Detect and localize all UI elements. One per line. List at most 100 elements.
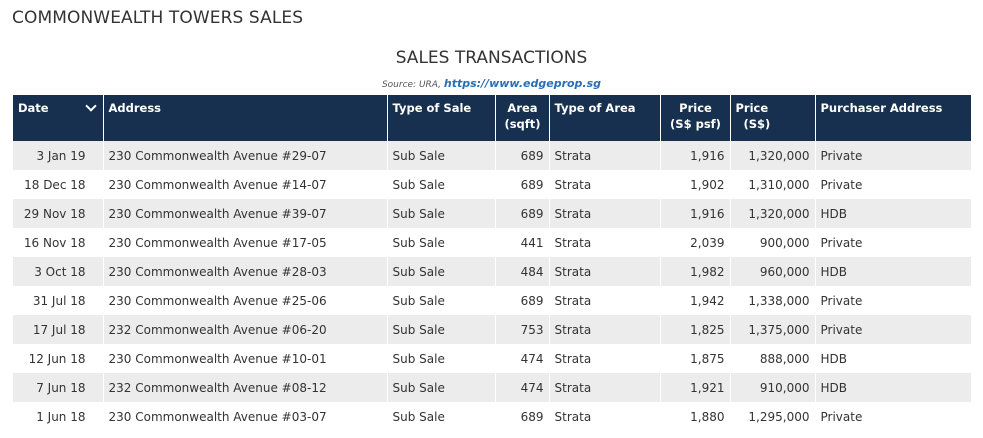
cell-price-psf: 1,825 bbox=[660, 315, 731, 344]
cell-type-of-area: Strata bbox=[549, 141, 661, 170]
cell-date: 18 Dec 18 bbox=[13, 170, 104, 199]
cell-date: 3 Oct 18 bbox=[13, 257, 104, 286]
cell-type-of-sale: Sub Sale bbox=[387, 141, 496, 170]
cell-type-of-sale: Sub Sale bbox=[387, 402, 496, 431]
cell-area: 689 bbox=[495, 286, 550, 315]
cell-price: 910,000 bbox=[730, 373, 816, 402]
column-header-price-line2: (S$) bbox=[743, 117, 771, 131]
column-header-address[interactable]: Address bbox=[103, 95, 388, 141]
cell-date: 3 Jan 19 bbox=[13, 141, 104, 170]
cell-address: 230 Commonwealth Avenue #03-07 bbox=[103, 402, 388, 431]
table-row: 7 Jun 18 232 Commonwealth Avenue #08-12 … bbox=[13, 373, 971, 402]
cell-address: 230 Commonwealth Avenue #10-01 bbox=[103, 344, 388, 373]
cell-area: 689 bbox=[495, 199, 550, 228]
table-header-row: Date Address Type of Sale Area (sqft) Ty… bbox=[13, 95, 971, 141]
cell-address: 232 Commonwealth Avenue #06-20 bbox=[103, 315, 388, 344]
cell-address: 232 Commonwealth Avenue #08-12 bbox=[103, 373, 388, 402]
cell-address: 230 Commonwealth Avenue #39-07 bbox=[103, 199, 388, 228]
cell-address: 230 Commonwealth Avenue #25-06 bbox=[103, 286, 388, 315]
cell-price-psf: 1,982 bbox=[660, 257, 731, 286]
cell-purchaser: Private bbox=[815, 286, 971, 315]
cell-price-psf: 1,880 bbox=[660, 402, 731, 431]
table-row: 12 Jun 18 230 Commonwealth Avenue #10-01… bbox=[13, 344, 971, 373]
cell-date: 17 Jul 18 bbox=[13, 315, 104, 344]
cell-date: 1 Jun 18 bbox=[13, 402, 104, 431]
table-row: 29 Nov 18 230 Commonwealth Avenue #39-07… bbox=[13, 199, 971, 228]
cell-area: 753 bbox=[495, 315, 550, 344]
table-row: 3 Jan 19 230 Commonwealth Avenue #29-07 … bbox=[13, 141, 971, 170]
cell-type-of-sale: Sub Sale bbox=[387, 199, 496, 228]
cell-area: 474 bbox=[495, 344, 550, 373]
cell-type-of-area: Strata bbox=[549, 170, 661, 199]
table-row: 31 Jul 18 230 Commonwealth Avenue #25-06… bbox=[13, 286, 971, 315]
cell-address: 230 Commonwealth Avenue #29-07 bbox=[103, 141, 388, 170]
cell-price: 900,000 bbox=[730, 228, 816, 257]
column-header-price-psf-line1: Price bbox=[679, 101, 712, 115]
page-title: COMMONWEALTH TOWERS SALES bbox=[12, 8, 304, 28]
cell-type-of-sale: Sub Sale bbox=[387, 170, 496, 199]
column-header-price-psf-line2: (S$ psf) bbox=[670, 117, 721, 131]
column-header-price-line1: Price bbox=[735, 101, 769, 115]
cell-purchaser: HDB bbox=[815, 199, 971, 228]
cell-type-of-sale: Sub Sale bbox=[387, 373, 496, 402]
cell-type-of-area: Strata bbox=[549, 315, 661, 344]
column-header-area-line2: (sqft) bbox=[504, 117, 541, 131]
cell-price: 960,000 bbox=[730, 257, 816, 286]
cell-date: 12 Jun 18 bbox=[13, 344, 104, 373]
table-row: 17 Jul 18 232 Commonwealth Avenue #06-20… bbox=[13, 315, 971, 344]
column-header-area-line1: Area bbox=[507, 101, 538, 115]
cell-type-of-sale: Sub Sale bbox=[387, 286, 496, 315]
table-row: 18 Dec 18 230 Commonwealth Avenue #14-07… bbox=[13, 170, 971, 199]
cell-price-psf: 1,916 bbox=[660, 141, 731, 170]
cell-purchaser: HDB bbox=[815, 344, 971, 373]
cell-price-psf: 1,942 bbox=[660, 286, 731, 315]
cell-type-of-area: Strata bbox=[549, 344, 661, 373]
cell-date: 29 Nov 18 bbox=[13, 199, 104, 228]
table-row: 1 Jun 18 230 Commonwealth Avenue #03-07 … bbox=[13, 402, 971, 431]
source-line: Source: URA, https://www.edgeprop.sg bbox=[0, 77, 983, 90]
cell-area: 689 bbox=[495, 402, 550, 431]
table-row: 3 Oct 18 230 Commonwealth Avenue #28-03 … bbox=[13, 257, 971, 286]
cell-type-of-sale: Sub Sale bbox=[387, 228, 496, 257]
cell-date: 16 Nov 18 bbox=[13, 228, 104, 257]
column-header-date[interactable]: Date bbox=[13, 95, 104, 141]
chevron-down-icon[interactable] bbox=[84, 100, 97, 112]
cell-date: 31 Jul 18 bbox=[13, 286, 104, 315]
cell-type-of-sale: Sub Sale bbox=[387, 315, 496, 344]
cell-date: 7 Jun 18 bbox=[13, 373, 104, 402]
cell-purchaser: Private bbox=[815, 141, 971, 170]
source-link[interactable]: https://www.edgeprop.sg bbox=[443, 77, 602, 90]
cell-price-psf: 1,916 bbox=[660, 199, 731, 228]
cell-price: 1,295,000 bbox=[730, 402, 816, 431]
cell-price: 1,320,000 bbox=[730, 141, 816, 170]
cell-purchaser: Private bbox=[815, 402, 971, 431]
column-header-type-of-sale[interactable]: Type of Sale bbox=[387, 95, 496, 141]
column-header-date-label: Date bbox=[18, 101, 49, 115]
cell-type-of-sale: Sub Sale bbox=[387, 344, 496, 373]
cell-type-of-area: Strata bbox=[549, 228, 661, 257]
column-header-price-psf[interactable]: Price (S$ psf) bbox=[660, 95, 731, 141]
cell-type-of-area: Strata bbox=[549, 373, 661, 402]
cell-purchaser: Private bbox=[815, 228, 971, 257]
cell-type-of-area: Strata bbox=[549, 402, 661, 431]
cell-price: 888,000 bbox=[730, 344, 816, 373]
cell-area: 484 bbox=[495, 257, 550, 286]
cell-price-psf: 1,902 bbox=[660, 170, 731, 199]
column-header-area[interactable]: Area (sqft) bbox=[495, 95, 550, 141]
column-header-purchaser[interactable]: Purchaser Address bbox=[815, 95, 971, 141]
cell-price-psf: 1,875 bbox=[660, 344, 731, 373]
cell-type-of-area: Strata bbox=[549, 199, 661, 228]
cell-area: 689 bbox=[495, 170, 550, 199]
table-row: 16 Nov 18 230 Commonwealth Avenue #17-05… bbox=[13, 228, 971, 257]
cell-type-of-sale: Sub Sale bbox=[387, 257, 496, 286]
cell-address: 230 Commonwealth Avenue #28-03 bbox=[103, 257, 388, 286]
cell-type-of-area: Strata bbox=[549, 257, 661, 286]
section-title: SALES TRANSACTIONS bbox=[395, 48, 588, 68]
cell-area: 441 bbox=[495, 228, 550, 257]
cell-address: 230 Commonwealth Avenue #14-07 bbox=[103, 170, 388, 199]
column-header-price[interactable]: Price (S$) bbox=[730, 95, 816, 141]
cell-purchaser: HDB bbox=[815, 257, 971, 286]
cell-purchaser: Private bbox=[815, 315, 971, 344]
cell-price: 1,375,000 bbox=[730, 315, 816, 344]
column-header-type-of-area[interactable]: Type of Area bbox=[549, 95, 661, 141]
